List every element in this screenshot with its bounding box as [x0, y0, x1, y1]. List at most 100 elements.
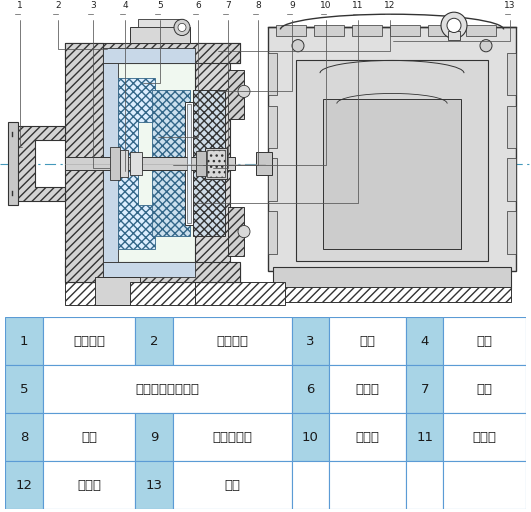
Bar [8, 122, 18, 205]
Text: 联接架: 联接架 [77, 479, 101, 492]
Polygon shape [195, 42, 240, 283]
Bar [5, 317, 43, 366]
Polygon shape [118, 78, 155, 249]
Bar [390, 26, 420, 35]
Bar [135, 317, 173, 366]
Circle shape [447, 18, 461, 32]
Bar [292, 317, 329, 366]
Text: 9: 9 [289, 1, 295, 10]
Text: 外磁钢总成: 外磁钢总成 [212, 431, 252, 444]
Bar [352, 26, 382, 35]
Bar [268, 105, 277, 148]
Bar [173, 414, 292, 461]
Text: 12: 12 [15, 479, 32, 492]
Text: 7: 7 [421, 383, 429, 396]
Bar [130, 28, 190, 42]
Bar [173, 317, 292, 366]
Text: 12: 12 [384, 1, 396, 10]
Bar [120, 151, 128, 177]
Circle shape [441, 12, 467, 38]
Bar [314, 26, 344, 35]
Text: 8: 8 [20, 431, 28, 444]
Bar [103, 63, 195, 262]
Text: 5: 5 [20, 383, 28, 396]
Text: 1: 1 [20, 335, 28, 348]
Polygon shape [95, 278, 140, 305]
Text: 6: 6 [195, 1, 201, 10]
Text: 静环: 静环 [359, 335, 375, 348]
Bar [276, 26, 306, 35]
Text: 4: 4 [122, 1, 128, 10]
Bar [296, 60, 488, 261]
Bar [323, 98, 461, 249]
Bar [507, 158, 516, 201]
Bar [207, 151, 225, 177]
Bar [466, 26, 496, 35]
Text: 动环: 动环 [477, 335, 493, 348]
Text: 叶轮、内磁钢总成: 叶轮、内磁钢总成 [135, 383, 199, 396]
Bar [43, 366, 292, 414]
Text: 10: 10 [302, 431, 319, 444]
Bar [329, 414, 406, 461]
Text: 止推环: 止推环 [355, 431, 380, 444]
Bar [130, 153, 142, 175]
Bar [5, 414, 43, 461]
Bar [329, 366, 406, 414]
Text: 10: 10 [320, 1, 332, 10]
Text: 6: 6 [306, 383, 314, 396]
Bar [103, 63, 118, 262]
Text: 3: 3 [90, 1, 96, 10]
Bar [443, 366, 526, 414]
Text: 泵轴: 泵轴 [81, 431, 97, 444]
Bar [428, 26, 458, 35]
Bar [205, 148, 227, 179]
Bar [406, 317, 443, 366]
Bar [273, 287, 511, 302]
Text: 2: 2 [150, 335, 158, 348]
Bar [443, 461, 526, 509]
Bar [138, 19, 182, 28]
Bar [329, 317, 406, 366]
Bar [43, 414, 135, 461]
Text: 2: 2 [55, 1, 61, 10]
Text: 4: 4 [421, 335, 429, 348]
Circle shape [238, 86, 250, 97]
Text: 电机: 电机 [224, 479, 240, 492]
Bar [228, 207, 244, 256]
Bar [329, 461, 406, 509]
Bar [195, 283, 285, 305]
Bar [65, 42, 240, 63]
Bar [103, 48, 195, 63]
Bar [65, 42, 103, 283]
Bar [185, 101, 193, 225]
Bar [103, 262, 195, 278]
Bar [406, 366, 443, 414]
Bar [292, 366, 329, 414]
Bar [43, 461, 135, 509]
Bar [292, 461, 329, 509]
Bar [268, 211, 277, 254]
Bar [507, 211, 516, 254]
Circle shape [238, 225, 250, 238]
Polygon shape [15, 126, 65, 201]
Text: 13: 13 [145, 479, 162, 492]
Text: 进口法兰: 进口法兰 [73, 335, 105, 348]
Bar [273, 267, 511, 289]
Text: 11: 11 [416, 431, 433, 444]
Bar [5, 461, 43, 509]
Circle shape [178, 24, 186, 32]
Bar [443, 414, 526, 461]
Bar [406, 461, 443, 509]
Text: 11: 11 [352, 1, 364, 10]
Bar [135, 414, 173, 461]
Bar [406, 414, 443, 461]
Bar [135, 461, 173, 509]
Text: 8: 8 [255, 1, 261, 10]
Bar [507, 53, 516, 95]
Bar [152, 91, 190, 236]
Bar [173, 461, 292, 509]
Text: 密封圈: 密封圈 [355, 383, 380, 396]
Bar [65, 262, 240, 283]
Text: 轴承: 轴承 [477, 383, 493, 396]
Bar [196, 152, 206, 176]
